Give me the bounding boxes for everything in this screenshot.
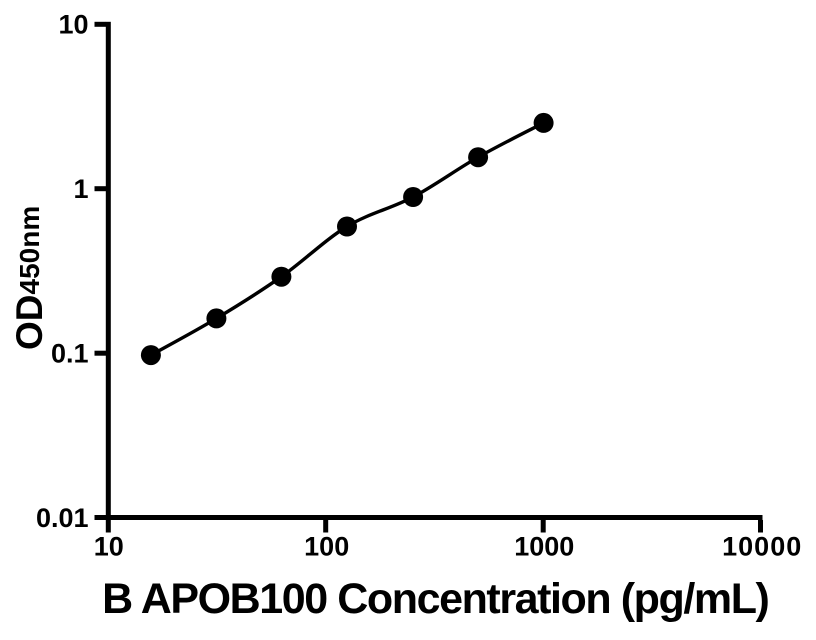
svg-text:10: 10 (58, 10, 88, 40)
svg-text:10000: 10000 (722, 532, 802, 562)
svg-text:1000: 1000 (514, 532, 574, 562)
svg-text:OD450nm: OD450nm (9, 206, 50, 350)
svg-text:0.1: 0.1 (51, 338, 89, 368)
svg-text:1: 1 (73, 174, 88, 204)
svg-text:100: 100 (304, 532, 349, 562)
svg-text:10: 10 (94, 532, 124, 562)
svg-text:B APOB100 Concentration (pg/mL: B APOB100 Concentration (pg/mL) (102, 575, 768, 623)
svg-text:0.01: 0.01 (36, 503, 89, 533)
